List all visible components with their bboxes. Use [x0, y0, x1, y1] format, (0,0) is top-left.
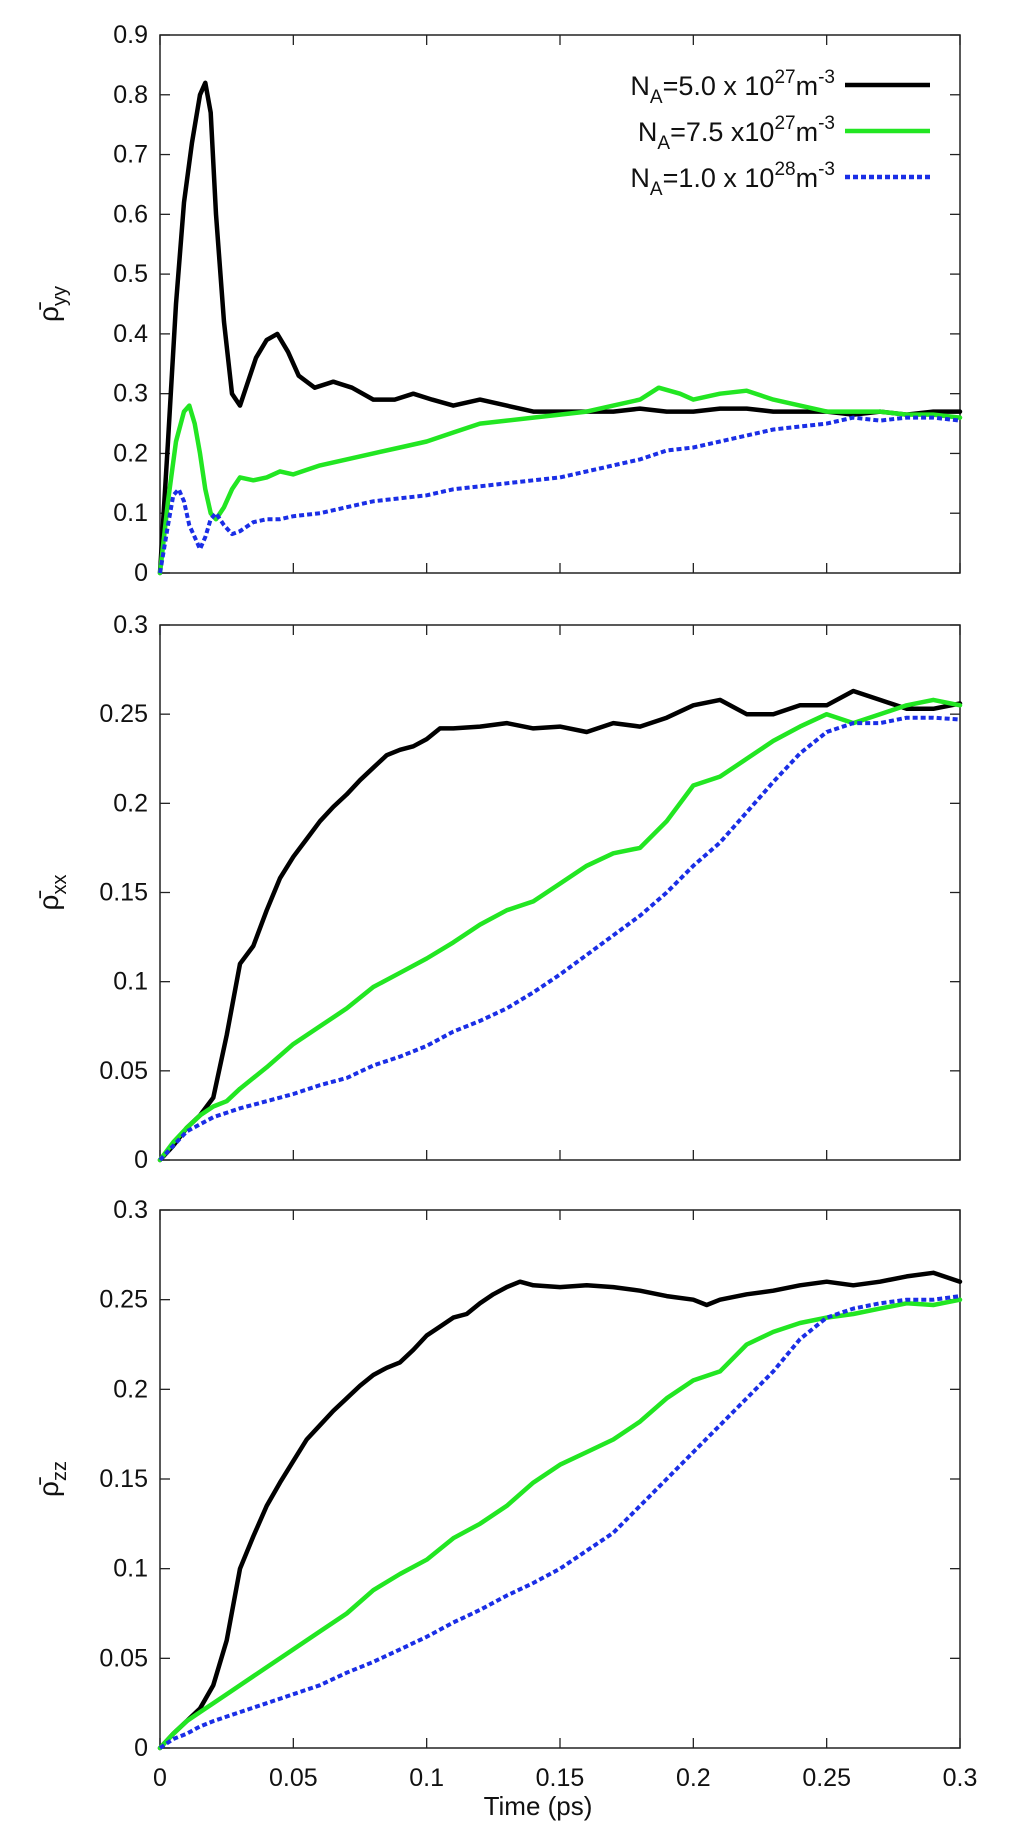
y-tick-label: 0 [134, 559, 148, 587]
legend: NA=5.0 x 1027m-3 NA=7.5 x1027m-3 NA=1.0 x … [630, 67, 930, 200]
y-tick-label: 0.15 [99, 1465, 148, 1493]
y-tick-label: 0 [134, 1734, 148, 1762]
y-tick-label: 0.25 [99, 1286, 148, 1314]
series-na-7p5e27 [157, 1297, 963, 1751]
y-tick-label: 0.1 [113, 499, 148, 527]
series-na-7p5e27 [157, 697, 963, 1163]
legend-label: NA=5.0 x 1027m-3 [630, 67, 835, 108]
series-na-1e28 [158, 1294, 961, 1750]
y-axis-label: ρ̄yy [33, 286, 71, 322]
y-tick-label: 0.7 [113, 141, 148, 169]
x-tick-label: 0.15 [536, 1764, 585, 1792]
y-tick-label: 0.05 [99, 1057, 148, 1085]
series-na-1e28 [158, 715, 961, 1162]
x-tick-label: 0.2 [676, 1764, 711, 1792]
y-tick-label: 0.3 [113, 380, 148, 408]
legend-label: NA=7.5 x1027m-3 [638, 113, 835, 154]
panel-rho-zz: 0 0.05 0.1 0.15 0.2 0.25 0.3 0 0.05 0.1 0.15 0.2 0.2… [33, 1196, 977, 1792]
y-tick-label: 0.1 [113, 968, 148, 996]
series-na-1e28 [158, 415, 961, 574]
x-axis-label: Time (ps) [484, 1791, 593, 1821]
y-tick-label: 0.6 [113, 200, 148, 228]
series-na-5e27 [157, 688, 963, 1163]
y-tick-label: 0 [134, 1146, 148, 1174]
panel-rho-yy: 0 0.1 0.2 0.3 0.4 0.5 0.6 0.7 0.8 0.9 ρ̄yy [33, 21, 963, 587]
y-tick-label: 0.2 [113, 439, 148, 467]
y-tick-label: 0.3 [113, 611, 148, 639]
y-tick-label: 0.2 [113, 1375, 148, 1403]
x-tick-label: 0 [153, 1764, 167, 1792]
x-tick-label: 0.25 [802, 1764, 851, 1792]
y-axis-label: ρ̄zz [33, 1461, 71, 1497]
series-na-5e27 [157, 1270, 963, 1751]
y-tick-label: 0.1 [113, 1555, 148, 1583]
y-tick-label: 0.05 [99, 1644, 148, 1672]
y-tick-label: 0.9 [113, 21, 148, 49]
legend-label: NA=1.0 x 1028m-3 [630, 159, 835, 200]
panel-rho-xx: 0 0.05 0.1 0.15 0.2 0.25 0.3 ρ̄xx [33, 611, 963, 1174]
y-tick-label: 0.3 [113, 1196, 148, 1224]
y-tick-label: 0.8 [113, 81, 148, 109]
series-na-7p5e27 [157, 385, 963, 576]
y-tick-label: 0.5 [113, 260, 148, 288]
x-tick-label: 0.1 [409, 1764, 444, 1792]
y-tick-label: 0.25 [99, 700, 148, 728]
y-axis-label: ρ̄xx [33, 875, 71, 911]
series-na-5e27 [157, 80, 963, 576]
x-tick-label: 0.05 [269, 1764, 318, 1792]
y-tick-label: 0.2 [113, 789, 148, 817]
x-tick-label: 0.3 [943, 1764, 978, 1792]
y-tick-label: 0.15 [99, 879, 148, 907]
y-tick-label: 0.4 [113, 320, 148, 348]
